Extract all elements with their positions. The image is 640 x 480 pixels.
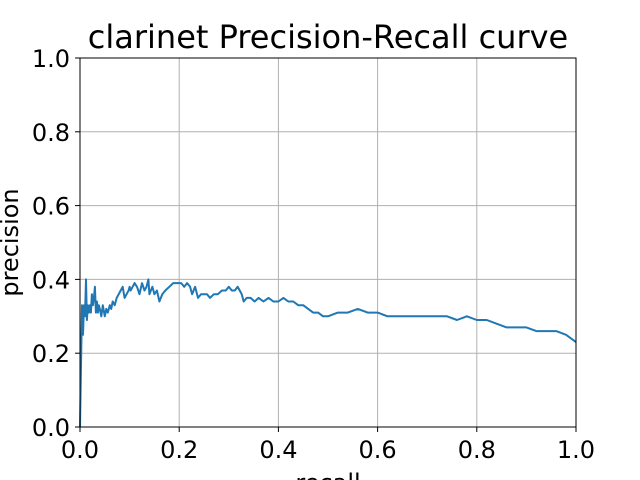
x-axis-label: recall [295,469,360,480]
precision-recall-line [79,278,577,428]
x-tick-label: 0.2 [160,436,198,464]
y-tick-label: 0.6 [32,193,70,221]
y-tick-label: 0.2 [32,340,70,368]
y-tick-label: 1.0 [32,45,70,73]
y-tick-label: 0.0 [32,414,70,442]
y-tick-label: 0.4 [32,266,70,294]
x-tick-label: 1.0 [557,436,595,464]
x-tick-label: 0.6 [359,436,397,464]
plot-frame [79,57,577,428]
x-tick-label: 0.8 [458,436,496,464]
x-tick-label: 0.4 [259,436,297,464]
x-tick-label: 0.0 [61,436,99,464]
chart-title: clarinet Precision-Recall curve [88,18,568,56]
y-tick-label: 0.8 [32,119,70,147]
grid-lines [79,57,577,428]
axis-ticks: 0.0 0.2 0.4 0.6 0.8 1.0 0.0 0.2 0.4 0.6 0.8 1.0 [32,45,595,464]
y-axis-label: precision [0,188,24,296]
series-layer [79,278,577,428]
